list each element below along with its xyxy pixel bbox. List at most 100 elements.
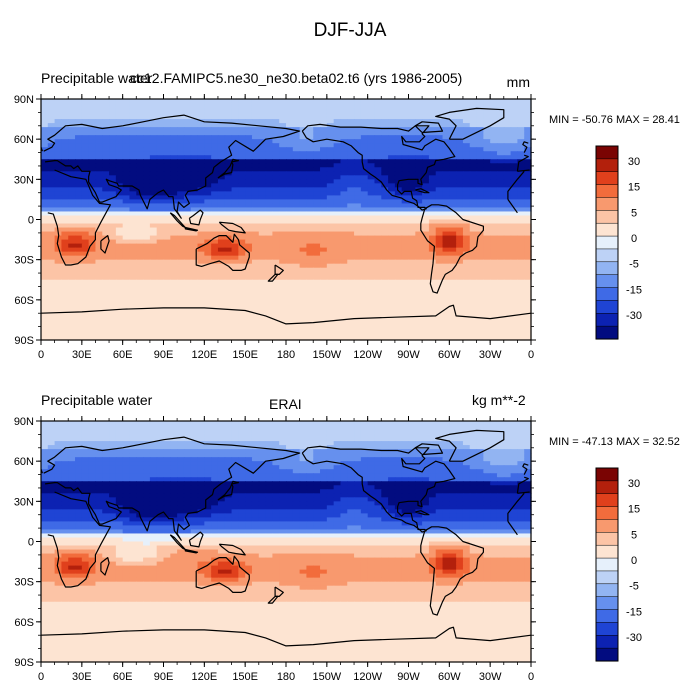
field-cell [61,303,69,309]
field-cell [204,429,212,434]
field-cell [129,123,137,128]
field-cell [102,327,110,333]
colorbar-swatch [595,274,619,289]
field-cell [156,159,165,164]
field-cell [143,331,151,337]
field-cell [476,179,484,184]
panel-center-title: cc12.FAMIPC5.ne30_ne30.beta02.t6 (yrs 19… [130,70,463,86]
field-cell [483,223,491,229]
field-cell [197,271,205,277]
field-cell [354,195,362,201]
field-cell [61,127,69,132]
field-cell [170,163,178,168]
field-cell [190,267,199,273]
field-cell [109,275,117,281]
field-cell [401,203,410,209]
field-cell [265,183,273,188]
field-cell [374,319,382,325]
field-cell [408,179,416,184]
y-tick-label: 90S [14,335,34,347]
field-cell [217,275,226,281]
field-cell [238,151,246,156]
field-cell [231,99,239,104]
field-cell [299,271,308,277]
field-cell [224,167,233,172]
field-cell [197,437,205,442]
field-cell [476,335,484,341]
field-cell [299,291,308,297]
field-cell [245,175,253,180]
field-cell [88,99,97,104]
field-cell [320,283,328,289]
field-cell [238,433,246,438]
field-cell [476,219,484,225]
field-cell [95,167,103,172]
field-cell [217,235,226,241]
field-cell [190,327,199,333]
field-cell [190,315,199,321]
field-cell [360,327,369,333]
field-cell [265,211,273,217]
field-cell [238,135,246,140]
field-cell [47,155,56,160]
field-cell [408,425,416,430]
field-cell [136,135,144,140]
field-cell [115,319,124,325]
field-cell [292,441,301,446]
field-cell [354,115,362,120]
field-cell [170,255,178,261]
field-cell [88,195,97,201]
field-cell [388,243,396,249]
field-cell [496,239,505,245]
field-cell [306,115,314,120]
field-cell [149,331,158,337]
field-cell [306,207,314,213]
field-cell [510,127,518,132]
field-cell [238,139,246,144]
field-cell [422,199,430,205]
field-cell [95,135,103,140]
field-cell [415,175,423,180]
field-cell [435,259,444,265]
field-cell [190,123,199,128]
field-cell [401,295,410,301]
field-cell [462,207,471,213]
field-cell [136,429,144,434]
field-cell [95,239,103,245]
field-cell [483,143,491,148]
field-cell [333,139,342,144]
field-cell [204,155,212,160]
field-cell [415,135,423,140]
field-cell [136,299,144,305]
field-cell [394,147,403,152]
field-cell [435,175,444,180]
field-cell [204,171,212,176]
field-cell [68,425,76,430]
field-cell [177,271,185,277]
field-cell [476,111,484,116]
field-cell [217,139,226,144]
field-cell [109,187,117,192]
field-cell [496,275,505,281]
field-cell [449,311,457,317]
field-cell [496,179,505,184]
field-cell [204,111,212,116]
field-cell [326,299,335,305]
field-cell [435,433,444,438]
field-cell [81,307,90,313]
field-cell [61,327,69,333]
field-cell [360,255,369,261]
field-cell [197,207,205,213]
field-cell [265,219,273,225]
field-cell [374,143,382,148]
field-cell [408,199,416,205]
field-cell [245,131,253,136]
field-cell [258,103,267,108]
field-cell [326,283,335,289]
field-cell [211,263,219,269]
field-cell [211,107,219,112]
field-cell [292,103,301,108]
field-cell [483,119,491,124]
field-cell [347,139,355,144]
field-cell [149,275,158,281]
